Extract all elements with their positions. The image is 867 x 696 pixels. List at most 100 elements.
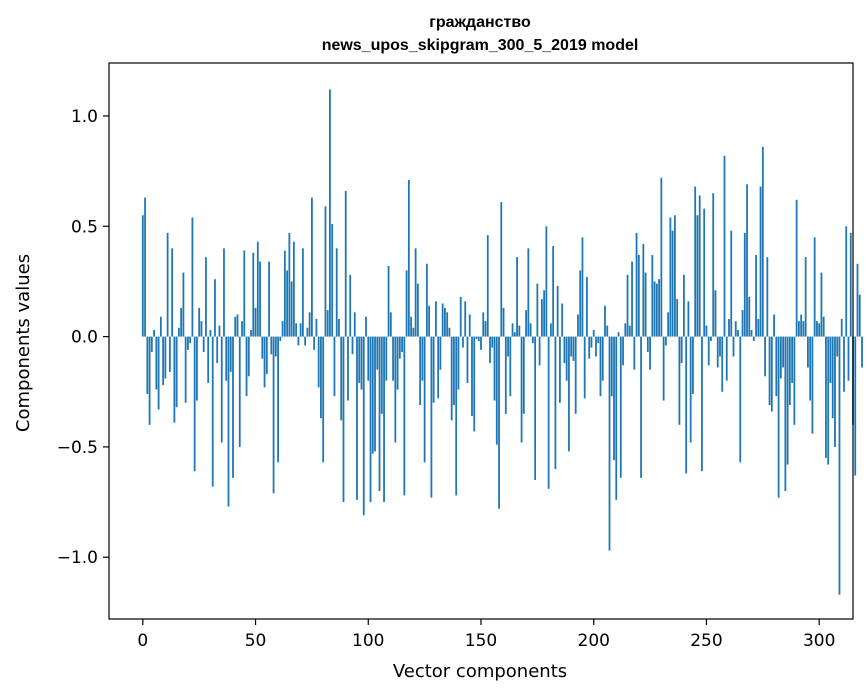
bar (502, 307, 505, 337)
bar (146, 336, 149, 394)
bar (252, 252, 255, 337)
bar (187, 336, 189, 350)
axes-group: 0 50 100 150 200 250 300 −1.0 −0.5 0.0 0.5 1.0 (57, 62, 854, 651)
bar (768, 336, 771, 405)
bar (604, 305, 606, 337)
bar (513, 332, 516, 337)
bar (281, 321, 284, 337)
bar (439, 336, 442, 370)
bar (403, 336, 406, 496)
bar (692, 336, 694, 394)
bar (748, 296, 751, 337)
bar (448, 327, 451, 337)
bar (333, 336, 336, 397)
bar (286, 270, 289, 337)
bar (809, 336, 812, 401)
bar (660, 177, 663, 337)
bar (761, 146, 764, 337)
bar (380, 336, 383, 414)
bar (227, 336, 230, 507)
bar (516, 257, 518, 337)
chart-title-line1: гражданство (429, 14, 531, 31)
bar (689, 336, 692, 443)
bar (793, 336, 796, 425)
chart-title-line2: news_upos_skipgram_300_5_2019 model (322, 37, 639, 54)
bar (615, 336, 618, 500)
bar (250, 329, 252, 337)
bar (412, 327, 415, 337)
bar (671, 230, 674, 337)
bar (214, 279, 216, 337)
bar (441, 303, 444, 337)
bar (493, 336, 496, 401)
bar (752, 336, 755, 341)
bar (802, 321, 805, 337)
bar (858, 294, 861, 337)
bar (205, 257, 207, 337)
bar (175, 336, 178, 408)
bar (311, 197, 313, 337)
bar (694, 186, 697, 337)
bar (220, 336, 223, 443)
bar (407, 179, 410, 337)
bar (317, 336, 320, 388)
bar (640, 336, 642, 478)
bar (437, 336, 440, 399)
bar (572, 336, 575, 361)
bar (667, 312, 670, 337)
bar (394, 336, 397, 443)
bar (610, 336, 613, 397)
bar (728, 318, 730, 337)
bar (732, 336, 735, 357)
bar (710, 336, 712, 341)
bar (223, 248, 225, 337)
bar (306, 327, 309, 337)
bar (453, 336, 455, 405)
bar (786, 336, 789, 465)
bar (254, 307, 257, 337)
bar (495, 336, 498, 445)
bar (820, 272, 823, 337)
bar (371, 336, 374, 454)
bar (432, 336, 435, 403)
bar (405, 270, 408, 337)
bar (241, 321, 243, 337)
bar (304, 336, 307, 346)
bar (520, 336, 523, 443)
bar (716, 336, 719, 368)
bar (164, 336, 167, 379)
bar (308, 312, 311, 337)
bar (601, 336, 604, 381)
bar (646, 336, 649, 353)
bar (428, 305, 431, 337)
bar (270, 336, 273, 355)
bar (385, 336, 388, 381)
bar (525, 310, 527, 337)
bar (825, 336, 827, 458)
bar (764, 336, 766, 377)
bar (177, 327, 180, 337)
bar (484, 321, 487, 337)
bar (556, 285, 559, 337)
bar (741, 310, 744, 337)
bar (423, 336, 426, 463)
bar (586, 277, 588, 337)
bar (200, 321, 203, 337)
bar (759, 186, 762, 337)
bar (840, 318, 843, 337)
bar (574, 336, 577, 414)
bar (288, 232, 291, 337)
bar (797, 321, 800, 337)
bar (504, 336, 507, 414)
bar (421, 336, 424, 381)
bar (655, 283, 658, 337)
bar (511, 323, 514, 337)
bar (157, 336, 160, 410)
bar (450, 336, 453, 421)
bar (351, 336, 354, 355)
bar (283, 250, 286, 337)
bar (723, 155, 726, 337)
bar (353, 312, 356, 337)
bar (329, 89, 331, 337)
bar (570, 336, 573, 357)
